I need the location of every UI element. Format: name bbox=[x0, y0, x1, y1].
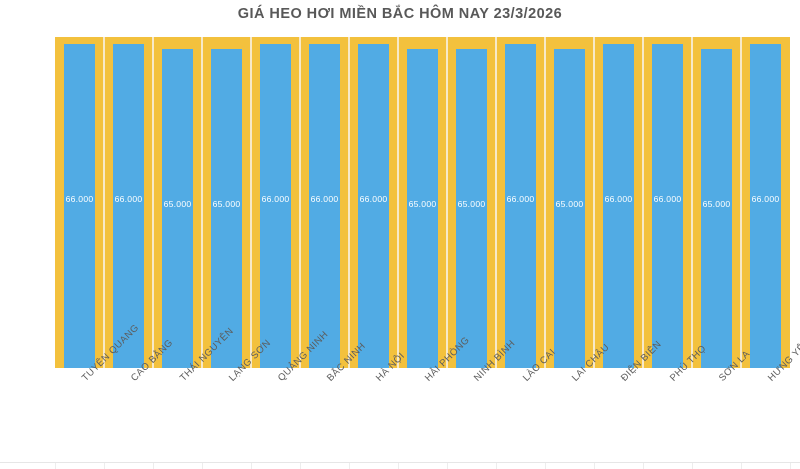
x-axis-label-slot: ĐIỆN BIÊN bbox=[594, 339, 664, 469]
bar-value-label: 66.000 bbox=[506, 194, 535, 205]
category-gridline bbox=[691, 37, 693, 368]
bar[interactable]: 66.000 bbox=[260, 44, 291, 368]
bar[interactable]: 66.000 bbox=[750, 44, 781, 368]
category-gridline bbox=[201, 37, 203, 368]
x-axis-label-slot: LÀO CAI bbox=[496, 347, 558, 469]
bar[interactable]: 65.000 bbox=[456, 49, 487, 368]
axis-tick bbox=[104, 463, 105, 469]
x-axis-label-slot: BẮC NINH bbox=[300, 341, 368, 469]
bar-value-label: 66.000 bbox=[604, 194, 633, 205]
category-gridline bbox=[397, 37, 399, 368]
axis-tick bbox=[594, 463, 595, 469]
x-axis-label-slot: HÀ NỘI bbox=[349, 350, 407, 469]
x-axis-label-slot: LAI CHÂU bbox=[545, 342, 612, 469]
bar-value-label: 65.000 bbox=[457, 199, 486, 210]
axis-tick bbox=[55, 463, 56, 469]
bar[interactable]: 66.000 bbox=[64, 44, 95, 368]
x-axis-label-slot: NINH BÌNH bbox=[447, 338, 518, 469]
bar[interactable]: 65.000 bbox=[407, 49, 438, 368]
axis-tick bbox=[251, 463, 252, 469]
bar[interactable]: 66.000 bbox=[505, 44, 536, 368]
bar-value-label: 65.000 bbox=[702, 199, 731, 210]
bar[interactable]: 66.000 bbox=[652, 44, 683, 368]
x-axis-label-slot: SƠN LA bbox=[692, 348, 752, 469]
x-axis-label-slot: THÁI NGUYÊN bbox=[153, 326, 236, 469]
axis-tick bbox=[349, 463, 350, 469]
x-axis-label-slot: PHÚ THỌ bbox=[643, 343, 709, 469]
bar-value-label: 66.000 bbox=[653, 194, 682, 205]
x-axis-label-group: TUYÊN QUANG CAO BẰNG THÁI NGUYÊN LẠNG SƠN QU… bbox=[55, 322, 800, 469]
x-axis-label-slot: HƯNG YÊN bbox=[741, 337, 800, 469]
axis-tick bbox=[153, 463, 154, 469]
bar[interactable]: 65.000 bbox=[162, 49, 193, 368]
category-gridline bbox=[348, 37, 350, 368]
category-gridline bbox=[250, 37, 252, 368]
axis-tick bbox=[545, 463, 546, 469]
bar[interactable]: 66.000 bbox=[309, 44, 340, 368]
bar-value-label: 66.000 bbox=[261, 194, 290, 205]
axis-tick bbox=[692, 463, 693, 469]
x-axis-label-slot: TUYÊN QUANG bbox=[55, 322, 141, 469]
axis-tick bbox=[496, 463, 497, 469]
bar[interactable]: 66.000 bbox=[113, 44, 144, 368]
bar[interactable]: 66.000 bbox=[358, 44, 389, 368]
axis-tick bbox=[398, 463, 399, 469]
bar-value-label: 66.000 bbox=[310, 194, 339, 205]
x-axis-label-slot: HẢI PHÒNG bbox=[398, 335, 472, 469]
category-gridline bbox=[740, 37, 742, 368]
plot-area: 66.000 66.000 65.000 65.000 66.000 66.000 66.0… bbox=[55, 37, 790, 368]
bar[interactable]: 65.000 bbox=[701, 49, 732, 368]
bar-value-label: 66.000 bbox=[114, 194, 143, 205]
bar[interactable]: 65.000 bbox=[211, 49, 242, 368]
category-gridline bbox=[544, 37, 546, 368]
category-gridline bbox=[152, 37, 154, 368]
bar[interactable]: 66.000 bbox=[603, 44, 634, 368]
chart-title: GIÁ HEO HƠI MIỀN BẮC HÔM NAY 23/3/2026 bbox=[237, 6, 563, 22]
category-gridline bbox=[593, 37, 595, 368]
bar-value-label: 65.000 bbox=[555, 199, 584, 210]
bar-value-label: 66.000 bbox=[359, 194, 388, 205]
category-gridline bbox=[446, 37, 448, 368]
bar-value-label: 65.000 bbox=[163, 199, 192, 210]
category-gridline bbox=[495, 37, 497, 368]
bottom-axis-line bbox=[0, 462, 800, 463]
bar-value-label: 65.000 bbox=[212, 199, 241, 210]
axis-tick bbox=[790, 463, 791, 469]
bar-value-label: 66.000 bbox=[751, 194, 780, 205]
x-axis-label-slot: QUẢNG NINH bbox=[251, 329, 331, 469]
x-axis-label-slot: LẠNG SƠN bbox=[202, 338, 273, 469]
axis-tick bbox=[300, 463, 301, 469]
bar[interactable]: 65.000 bbox=[554, 49, 585, 368]
bar-value-label: 65.000 bbox=[408, 199, 437, 210]
category-gridline bbox=[103, 37, 105, 368]
axis-tick bbox=[741, 463, 742, 469]
axis-tick bbox=[202, 463, 203, 469]
axis-tick bbox=[447, 463, 448, 469]
category-gridline bbox=[642, 37, 644, 368]
category-gridline bbox=[299, 37, 301, 368]
axis-tick bbox=[643, 463, 644, 469]
x-axis-label-slot: CAO BẰNG bbox=[104, 337, 175, 469]
bar-value-label: 66.000 bbox=[65, 194, 94, 205]
